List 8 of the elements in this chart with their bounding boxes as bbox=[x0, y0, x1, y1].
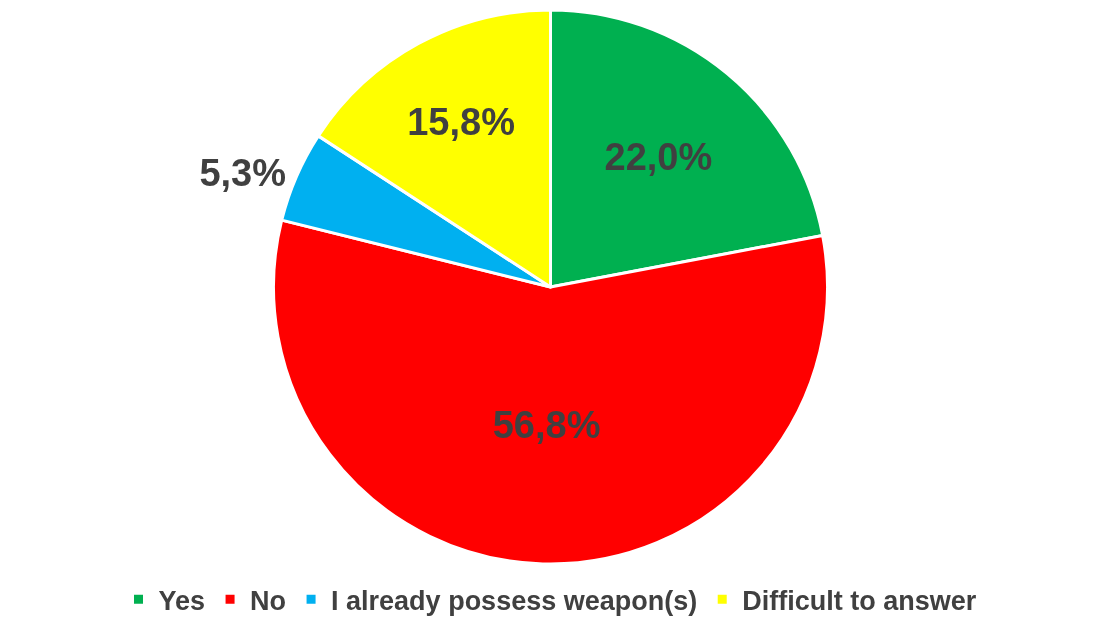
legend-label: I already possess weapon(s) bbox=[331, 585, 698, 616]
data-label: 56,8% bbox=[492, 404, 601, 447]
data-label: 22,0% bbox=[604, 135, 713, 178]
data-label: 5,3% bbox=[199, 152, 286, 195]
legend-label: No bbox=[250, 585, 287, 616]
legend-label: Difficult to answer bbox=[742, 585, 977, 616]
data-label: 15,8% bbox=[407, 101, 515, 144]
legend-label: Yes bbox=[158, 585, 206, 616]
